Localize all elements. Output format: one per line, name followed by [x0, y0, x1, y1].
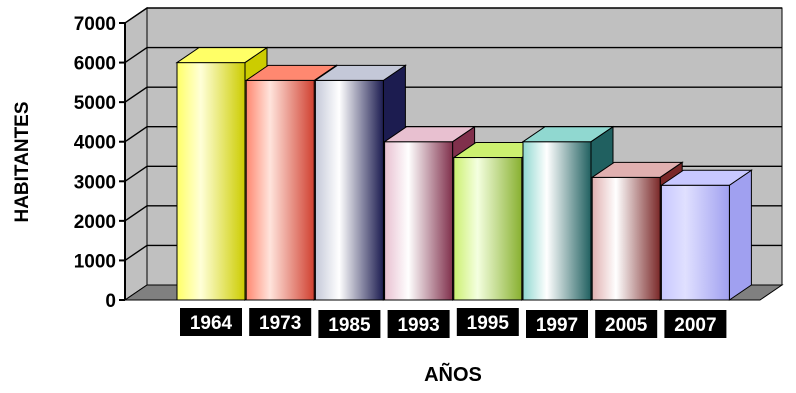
x-tick-label: 1995	[456, 308, 519, 336]
svg-text:1985: 1985	[328, 315, 371, 336]
y-tick-label: 3000	[74, 172, 116, 193]
svg-text:1973: 1973	[259, 313, 301, 334]
x-tick-label: 1997	[526, 310, 588, 338]
y-tick-label: 2000	[74, 212, 116, 233]
x-axis-title: AÑOS	[424, 363, 482, 386]
x-tick-label: 1973	[249, 308, 312, 336]
x-tick-labels: 1964 1973 1985 1993 1995 1997 2005 2007	[180, 308, 727, 338]
y-axis-title: HABITANTES	[12, 101, 33, 222]
svg-text:1964: 1964	[190, 313, 233, 334]
y-tick-label: 6000	[74, 54, 116, 75]
y-axis: 0 1000 2000 3000 4000 5000 6000 7000	[74, 14, 126, 312]
y-tick-label: 4000	[74, 133, 116, 154]
x-tick-label: 1993	[387, 310, 450, 338]
svg-text:1997: 1997	[536, 315, 578, 336]
y-tick-label: 1000	[74, 251, 116, 272]
svg-text:2007: 2007	[674, 315, 716, 336]
x-tick-label: 2005	[595, 310, 658, 338]
svg-text:1993: 1993	[397, 315, 439, 336]
x-tick-label: 1985	[318, 310, 381, 338]
y-tick-label: 7000	[74, 14, 116, 35]
y-tick-label: 5000	[74, 93, 116, 114]
x-tick-label: 1964	[180, 308, 242, 336]
x-tick-label: 2007	[664, 310, 727, 338]
bar	[659, 169, 754, 301]
y-tick-label: 0	[105, 291, 116, 312]
svg-text:2005: 2005	[605, 315, 648, 336]
svg-text:1995: 1995	[467, 313, 510, 334]
bars	[175, 46, 754, 301]
